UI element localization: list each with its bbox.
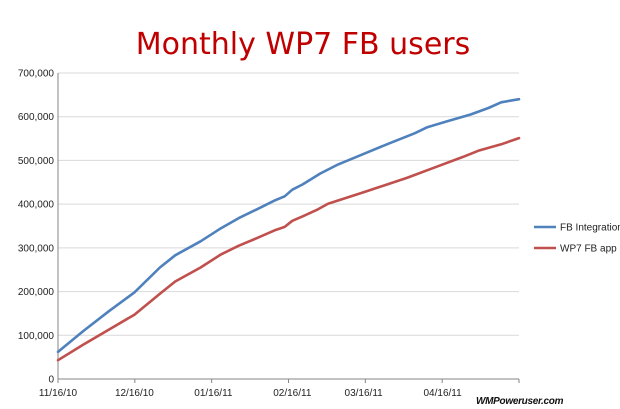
- legend-label: FB Integration: [560, 223, 620, 234]
- x-tick-label: 03/16/11: [345, 388, 384, 399]
- x-axis-tick-labels: 11/16/10 12/16/10 01/16/11 02/16/11 03/16/11…: [39, 388, 462, 399]
- y-tick-label: 700,000: [18, 69, 55, 80]
- series-line: [56, 97, 521, 354]
- legend-label: WP7 FB app: [560, 244, 617, 255]
- y-tick-label: 600,000: [18, 112, 55, 123]
- watermark-text: WMPoweruser.com: [476, 396, 564, 407]
- x-tick-label: 12/16/10: [115, 388, 154, 399]
- y-tick-label: 400,000: [18, 200, 55, 211]
- y-tick-label: 100,000: [18, 331, 55, 342]
- x-tick-label: 04/16/11: [423, 388, 462, 399]
- data-series: [56, 97, 521, 362]
- axes: [57, 73, 520, 383]
- x-tick-label: 11/16/10: [39, 388, 78, 399]
- y-axis-tick-labels: 0 100,000 200,000 300,000 400,000 500,000 600,…: [18, 69, 55, 386]
- y-tick-label: 0: [48, 375, 54, 386]
- legend: FB Integration WP7 FB app: [534, 223, 620, 255]
- chart-title: Monthly WP7 FB users: [136, 27, 470, 62]
- gridlines: [58, 72, 519, 336]
- series-line: [56, 136, 521, 362]
- x-tick-label: 01/16/11: [194, 388, 233, 399]
- y-tick-label: 200,000: [18, 287, 55, 298]
- x-tick-label: 02/16/11: [273, 388, 312, 399]
- y-tick-label: 300,000: [18, 243, 55, 254]
- y-tick-label: 500,000: [18, 156, 55, 167]
